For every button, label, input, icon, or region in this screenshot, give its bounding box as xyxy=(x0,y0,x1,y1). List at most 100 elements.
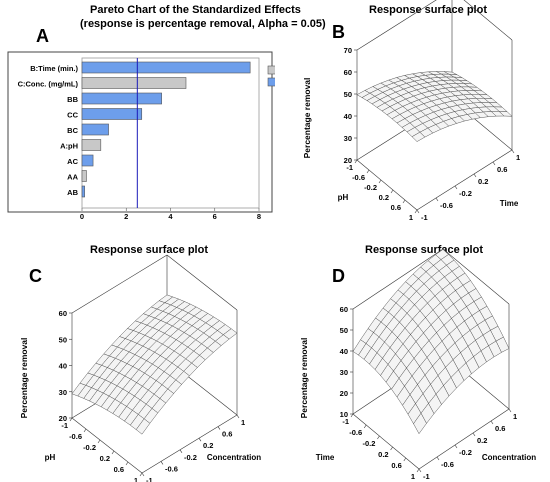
bar xyxy=(81,154,94,167)
x-tick xyxy=(378,179,382,184)
category-label: AC xyxy=(67,157,78,166)
box-edge xyxy=(418,408,510,470)
bar xyxy=(81,185,85,198)
x-tick-label: 1 xyxy=(134,476,138,482)
panel-b-title: Response surface plot xyxy=(369,4,487,16)
x-tick xyxy=(414,209,418,214)
box-edge xyxy=(356,0,437,51)
category-label: AA xyxy=(67,173,78,182)
y-tick xyxy=(511,149,515,154)
x-tick-label: 0 xyxy=(80,212,84,221)
y-tick xyxy=(198,438,202,442)
box-edge xyxy=(463,0,513,41)
box-edge xyxy=(356,159,418,211)
y-tick-label: 0.2 xyxy=(478,177,488,186)
box-edge xyxy=(352,413,420,470)
y-tick-label: -0.6 xyxy=(441,460,454,469)
y-tick-label: -0.2 xyxy=(459,448,472,457)
x-tick-label: 2 xyxy=(124,212,128,221)
z-tick-label: 30 xyxy=(59,388,67,397)
y-tick-label: -1 xyxy=(421,213,428,222)
y-tick xyxy=(435,197,439,202)
y-tick xyxy=(141,472,145,477)
y-tick xyxy=(160,461,164,465)
surface-cell xyxy=(498,111,513,117)
y-tick xyxy=(472,432,476,437)
y-tick-label: -0.6 xyxy=(440,201,453,210)
box-edge xyxy=(71,417,143,474)
y-tick xyxy=(236,414,240,419)
z-axis-label: Percentage removal xyxy=(302,78,312,159)
y-tick xyxy=(436,456,440,461)
box-edge xyxy=(442,248,510,305)
y-tick-label: 0.6 xyxy=(495,424,505,433)
y-tick xyxy=(418,468,422,473)
z-tick-label: 40 xyxy=(344,112,352,121)
bar xyxy=(81,77,187,89)
x-tick xyxy=(403,457,407,462)
x-tick-label: 0.2 xyxy=(379,193,389,202)
y-tick-label: 0.2 xyxy=(477,436,487,445)
y-tick xyxy=(454,185,458,190)
y-axis-label: Concentration xyxy=(207,453,261,462)
legend-swatch xyxy=(267,65,275,75)
x-axis-label: pH xyxy=(338,193,349,202)
x-tick xyxy=(111,450,115,455)
y-axis-label: Concentration xyxy=(482,453,536,462)
x-tick-label: -0.6 xyxy=(349,428,362,437)
panel-a: A Pareto Chart of the Standardized Effec… xyxy=(0,0,326,232)
surface-cell xyxy=(411,131,426,142)
chart-frame xyxy=(7,51,273,213)
x-tick-label: -0.6 xyxy=(352,173,365,182)
z-tick-label: 60 xyxy=(59,309,67,318)
z-tick-label: 20 xyxy=(340,389,348,398)
y-axis-label: Time xyxy=(500,199,519,208)
category-label: CC xyxy=(67,111,78,120)
x-tick xyxy=(377,435,380,440)
x-tick-label: -0.2 xyxy=(83,443,96,452)
x-tick-label: -0.6 xyxy=(69,432,82,441)
y-tick xyxy=(217,426,221,430)
box-edge xyxy=(166,254,238,311)
y-tick xyxy=(473,173,477,178)
legend-swatch xyxy=(267,77,275,87)
pareto-chart: B:Time (min.) C:Conc. (mg/mL) BB CC BC A:pH AC… xyxy=(7,51,275,221)
y-tick-label: 1 xyxy=(513,412,517,421)
x-tick-label: 0.2 xyxy=(100,454,110,463)
x-tick-label: 0.6 xyxy=(391,203,401,212)
panel-c-title: Response surface plot xyxy=(90,244,208,256)
x-tick-label: 1 xyxy=(411,472,415,481)
x-tick-label: -1 xyxy=(342,417,349,426)
x-tick xyxy=(97,439,101,444)
y-tick xyxy=(454,444,458,449)
x-tick xyxy=(366,169,370,174)
x-tick xyxy=(83,428,87,433)
x-axis-label: Time xyxy=(316,453,335,462)
x-tick xyxy=(139,472,143,477)
box-edge xyxy=(141,414,238,474)
y-tick xyxy=(490,420,494,425)
x-axis-label: pH xyxy=(45,453,56,462)
category-label: AB xyxy=(67,188,78,197)
x-tick-label: 4 xyxy=(168,212,173,221)
x-tick xyxy=(69,417,73,422)
category-label: BB xyxy=(67,95,78,104)
z-tick-label: 20 xyxy=(59,414,67,423)
y-tick-label: -0.2 xyxy=(459,189,472,198)
x-tick-label: -0.2 xyxy=(362,439,375,448)
x-tick-label: 0.2 xyxy=(378,450,388,459)
z-axis-label: Percentage removal xyxy=(299,338,309,419)
z-tick-label: 50 xyxy=(340,326,348,335)
y-tick-label: 0.6 xyxy=(497,165,507,174)
y-tick xyxy=(492,161,496,166)
x-tick-label: -0.2 xyxy=(364,183,377,192)
z-tick-label: 60 xyxy=(344,68,352,77)
x-tick-label: 0.6 xyxy=(391,461,401,470)
x-tick xyxy=(363,424,367,429)
bar xyxy=(81,170,87,182)
z-tick-label: 30 xyxy=(340,368,348,377)
z-tick-label: 20 xyxy=(344,156,352,165)
surface-cell xyxy=(135,418,151,435)
y-tick-label: 1 xyxy=(241,418,245,427)
box-edge xyxy=(352,248,444,310)
